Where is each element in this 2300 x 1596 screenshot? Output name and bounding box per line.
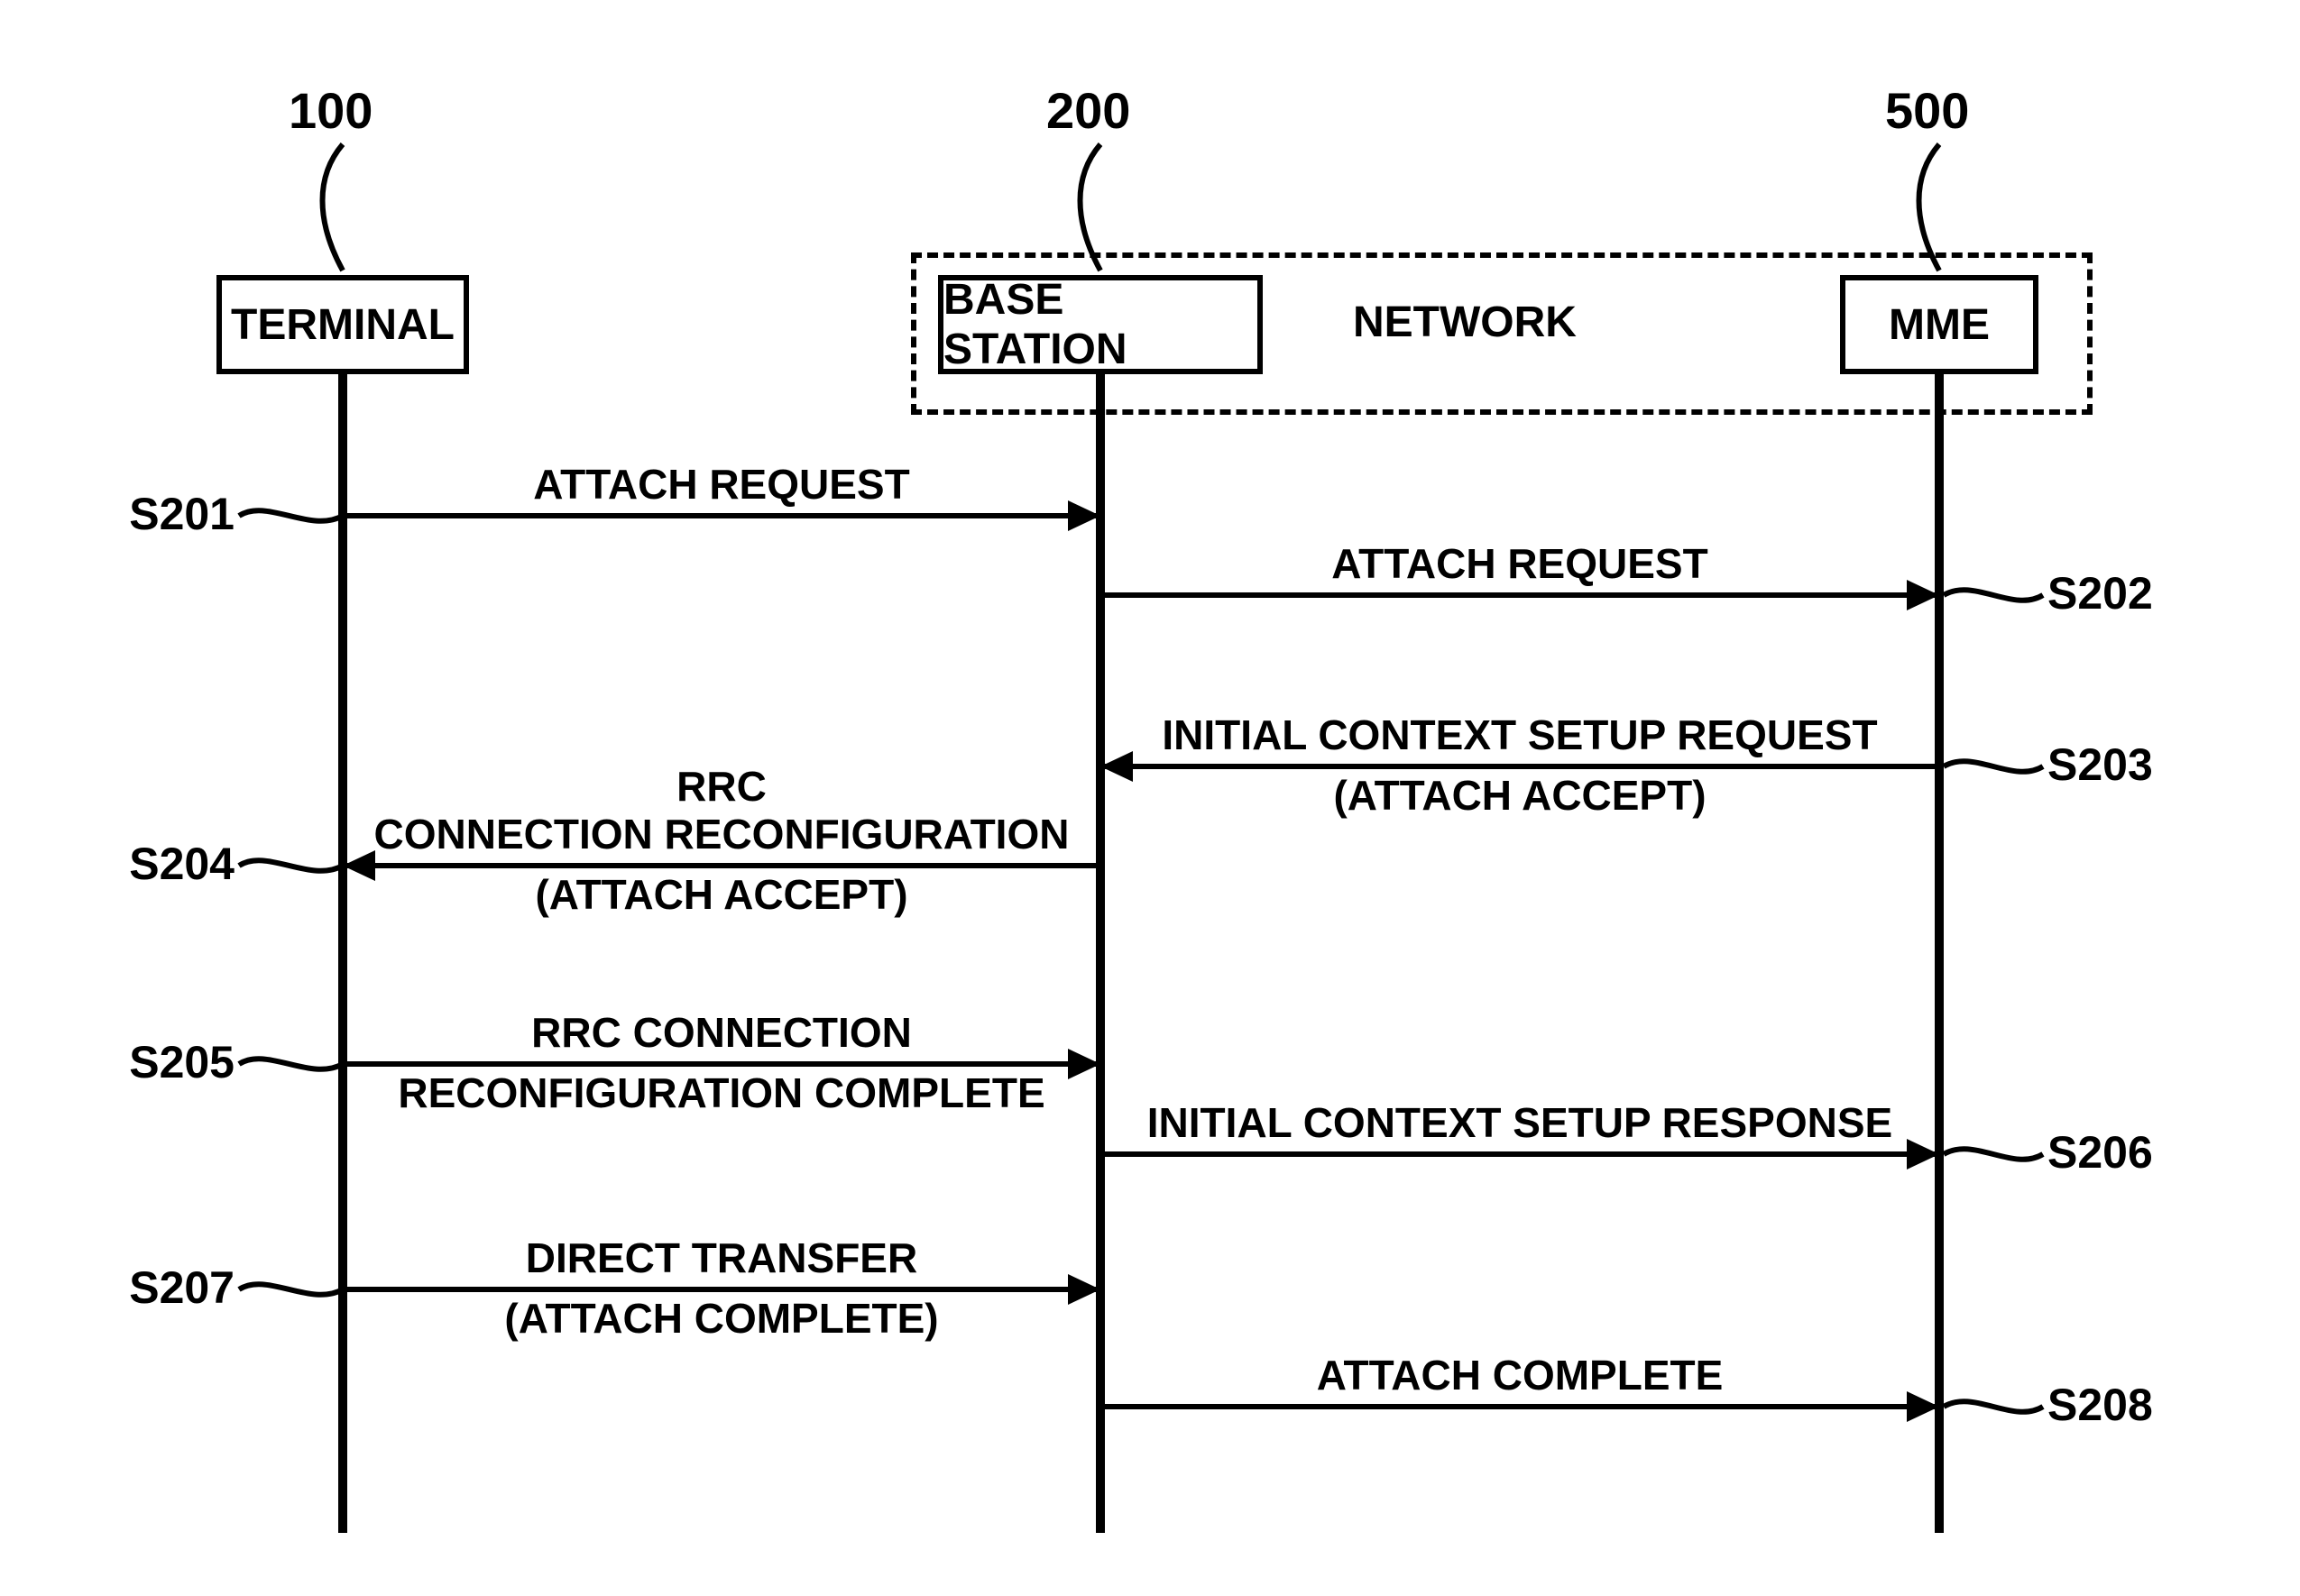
s202-label-above: ATTACH REQUEST: [1109, 540, 1930, 588]
s205-step-label: S205: [72, 1036, 235, 1088]
s208-step-connector: [1944, 1384, 2052, 1429]
s204-step-label: S204: [72, 838, 235, 890]
s208-step-label: S208: [2047, 1379, 2228, 1431]
s204-arrow: [343, 863, 1100, 868]
s206-arrow: [1100, 1151, 1939, 1157]
s208-arrow: [1100, 1404, 1939, 1409]
s203-step-connector: [1944, 744, 2052, 789]
base_station-leader: [1046, 135, 1155, 280]
s204-line: CONNECTION RECONFIGURATION: [374, 811, 1070, 858]
s203-arrow: [1100, 764, 1939, 769]
base_station-lifeline: [1096, 374, 1105, 1533]
s205-arrow: [343, 1061, 1100, 1067]
s204-label-below: (ATTACH ACCEPT): [352, 871, 1091, 919]
mme-label: MME: [1889, 300, 1990, 350]
s201-step-connector: [235, 493, 361, 538]
s207-label-below: (ATTACH COMPLETE): [352, 1295, 1091, 1343]
s205-line: RRC CONNECTION: [531, 1009, 912, 1057]
s204-label-above: RRCCONNECTION RECONFIGURATION: [352, 763, 1091, 858]
mme-lifeline: [1935, 374, 1944, 1533]
s202-arrow: [1100, 592, 1939, 598]
s201-line: ATTACH REQUEST: [533, 461, 909, 509]
s207-step-connector: [235, 1267, 361, 1312]
s206-line: INITIAL CONTEXT SETUP RESPONSE: [1147, 1099, 1892, 1147]
s206-step-connector: [1944, 1132, 2052, 1177]
terminal-lifeline: [338, 374, 347, 1533]
terminal-leader: [289, 135, 397, 280]
s205-label-below: RECONFIGURATION COMPLETE: [352, 1069, 1091, 1117]
s204-line: (ATTACH ACCEPT): [535, 871, 907, 919]
s205-step-connector: [235, 1041, 361, 1087]
s203-label-below: (ATTACH ACCEPT): [1109, 772, 1930, 820]
s208-label-above: ATTACH COMPLETE: [1109, 1352, 1930, 1399]
s207-arrow: [343, 1287, 1100, 1292]
base_station-label: BASE STATION: [943, 275, 1257, 374]
s203-line: (ATTACH ACCEPT): [1333, 772, 1706, 820]
s204-line: RRC: [676, 763, 767, 811]
s205-line: RECONFIGURATION COMPLETE: [398, 1069, 1044, 1117]
s204-step-connector: [235, 843, 361, 888]
s202-line: ATTACH REQUEST: [1331, 540, 1707, 588]
s203-step-label: S203: [2047, 738, 2228, 791]
s202-step-connector: [1944, 573, 2052, 618]
mme-ref: 500: [1885, 81, 1969, 140]
base_station-ref: 200: [1046, 81, 1130, 140]
s208-line: ATTACH COMPLETE: [1317, 1352, 1724, 1399]
terminal-label: TERMINAL: [231, 300, 455, 350]
s202-step-label: S202: [2047, 567, 2228, 619]
s207-line: DIRECT TRANSFER: [526, 1234, 917, 1282]
s206-label-above: INITIAL CONTEXT SETUP RESPONSE: [1109, 1099, 1930, 1147]
mme-box: MME: [1840, 275, 2038, 374]
mme-leader: [1885, 135, 1993, 280]
base_station-box: BASE STATION: [938, 275, 1263, 374]
s201-label-above: ATTACH REQUEST: [352, 461, 1091, 509]
sequence-diagram: NETWORK 100 TERMINAL 200 BASE STATION 500 MME A…: [0, 0, 2300, 1596]
s201-step-label: S201: [72, 488, 235, 540]
s207-step-label: S207: [72, 1261, 235, 1314]
s207-label-above: DIRECT TRANSFER: [352, 1234, 1091, 1282]
network-label: NETWORK: [1353, 298, 1577, 347]
s206-step-label: S206: [2047, 1126, 2228, 1179]
terminal-ref: 100: [289, 81, 373, 140]
s203-label-above: INITIAL CONTEXT SETUP REQUEST: [1109, 711, 1930, 759]
terminal-box: TERMINAL: [216, 275, 469, 374]
s205-label-above: RRC CONNECTION: [352, 1009, 1091, 1057]
s201-arrow: [343, 513, 1100, 518]
s207-line: (ATTACH COMPLETE): [504, 1295, 938, 1343]
s203-line: INITIAL CONTEXT SETUP REQUEST: [1162, 711, 1877, 759]
